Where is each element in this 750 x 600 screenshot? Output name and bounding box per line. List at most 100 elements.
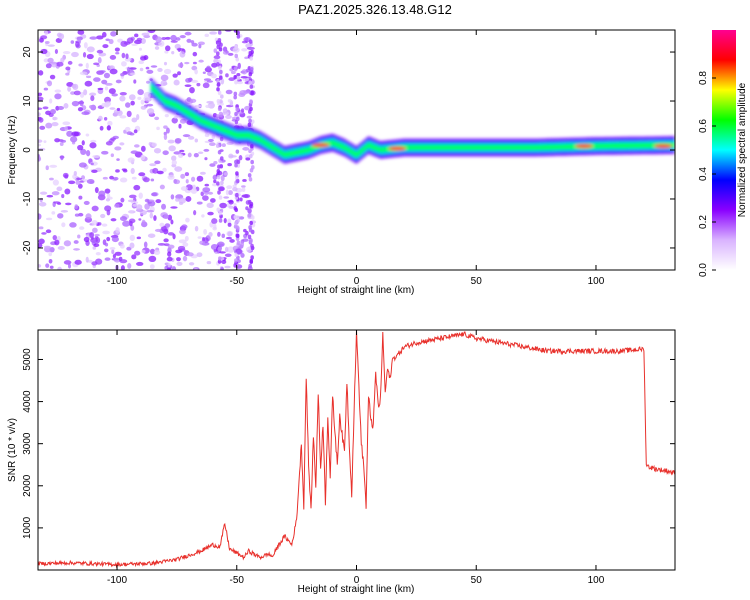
noise-blob <box>60 155 64 161</box>
noise-blob <box>67 86 72 92</box>
noise-blob <box>212 174 218 181</box>
ridge-band <box>150 83 675 158</box>
noise-blob <box>74 259 82 265</box>
streak-blob <box>218 211 223 216</box>
noise-blob <box>120 216 128 222</box>
noise-blob <box>213 223 217 229</box>
noise-blob <box>92 246 97 250</box>
noise-blob <box>174 166 183 172</box>
streak-blob <box>235 171 239 176</box>
noise-blob <box>110 153 114 158</box>
noise-blob <box>116 158 120 161</box>
noise-blob <box>167 139 175 144</box>
noise-blob <box>222 50 230 55</box>
noise-blob <box>130 167 135 175</box>
ridge-band <box>150 81 675 160</box>
streak-blob <box>217 164 221 169</box>
streak-blob <box>218 218 223 223</box>
noise-blob <box>211 62 218 68</box>
noise-blob <box>238 155 243 161</box>
noise-blob <box>213 179 217 184</box>
noise-blob <box>70 40 75 44</box>
noise-blob <box>227 222 232 227</box>
streak-blob <box>217 190 221 195</box>
snr-x-label: Height of straight line (km) <box>298 584 415 595</box>
noise-blob <box>98 115 103 121</box>
noise-blob <box>171 159 177 166</box>
streak-blob <box>248 39 253 44</box>
noise-blob <box>49 164 58 168</box>
noise-blob <box>95 251 101 256</box>
noise-blob <box>109 175 114 180</box>
x-tick-label: -100 <box>107 276 127 287</box>
spectrogram-ridge <box>150 77 675 164</box>
noise-blob <box>163 125 168 129</box>
noise-blob <box>120 72 125 77</box>
ridge-hotspot <box>575 144 593 149</box>
noise-blob <box>45 63 52 69</box>
noise-blob <box>115 52 120 55</box>
noise-blob <box>47 44 55 47</box>
noise-blob <box>93 62 100 66</box>
noise-blob <box>98 190 106 197</box>
noise-blob <box>149 212 154 219</box>
streak-blob <box>236 240 241 246</box>
noise-blob <box>136 114 140 121</box>
noise-blob <box>241 108 245 113</box>
noise-blob <box>237 123 242 127</box>
snr-y-ticks: 1000 2000 3000 4000 5000 <box>22 348 675 539</box>
noise-blob <box>209 142 216 147</box>
noise-blob <box>125 53 129 60</box>
y-tick-label: -10 <box>22 191 33 206</box>
noise-blob <box>89 105 94 109</box>
streak-blob <box>220 94 224 99</box>
noise-blob <box>204 33 210 38</box>
noise-blob <box>38 70 44 76</box>
noise-blob <box>54 93 62 100</box>
noise-blob <box>94 233 100 237</box>
noise-blob <box>104 188 111 194</box>
noise-blob <box>232 184 237 188</box>
noise-blob <box>79 100 84 107</box>
noise-blob <box>244 56 249 60</box>
noise-blob <box>133 79 137 84</box>
noise-blob <box>178 62 184 68</box>
noise-blob <box>63 240 72 247</box>
noise-blob <box>83 89 88 96</box>
noise-blob <box>114 203 120 208</box>
noise-blob <box>51 122 59 127</box>
colorbar-gradient <box>712 30 736 270</box>
noise-blob <box>111 249 115 255</box>
noise-blob <box>119 95 126 102</box>
noise-blob <box>138 172 146 177</box>
noise-blob <box>129 94 136 101</box>
noise-blob <box>110 31 117 37</box>
noise-blob <box>73 240 79 244</box>
noise-blob <box>43 140 47 144</box>
noise-blob <box>75 41 80 48</box>
noise-blob <box>119 177 128 183</box>
streak-blob <box>216 87 220 92</box>
noise-blob <box>206 261 212 265</box>
noise-blob <box>146 209 155 213</box>
noise-blob <box>112 253 116 259</box>
noise-blob <box>154 228 162 232</box>
noise-blob <box>90 139 97 143</box>
noise-blob <box>145 66 150 70</box>
noise-blob <box>54 138 61 143</box>
noise-blob <box>66 130 73 137</box>
noise-blob <box>152 167 159 174</box>
noise-blob <box>243 228 247 233</box>
noise-blob <box>172 73 178 78</box>
streak-blob <box>233 91 238 97</box>
noise-blob <box>228 190 233 196</box>
noise-blob <box>61 222 66 228</box>
noise-blob <box>44 30 49 36</box>
noise-blob <box>98 52 107 57</box>
noise-blob <box>50 109 57 115</box>
noise-blob <box>132 203 139 207</box>
noise-blob <box>38 143 42 147</box>
noise-blob <box>79 91 85 98</box>
